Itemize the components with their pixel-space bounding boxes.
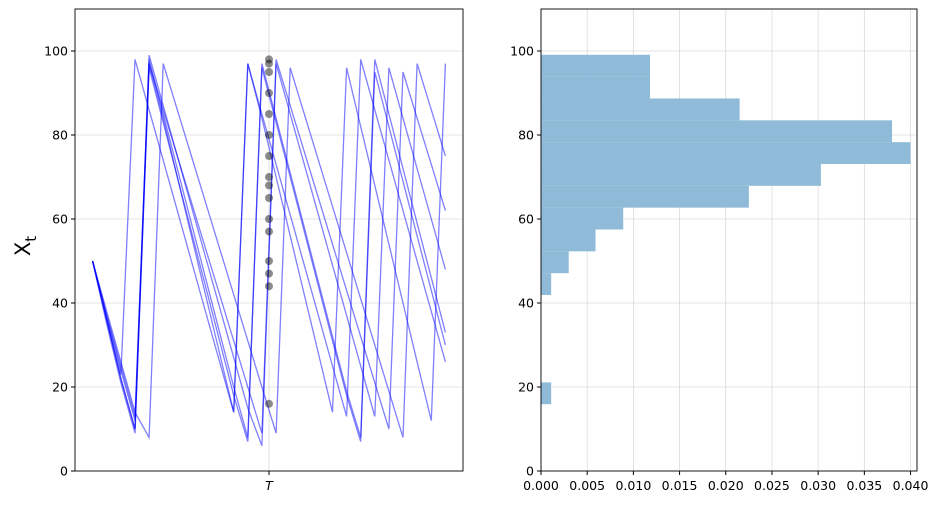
x-tick-label: 0.040 xyxy=(893,478,929,493)
series-line xyxy=(91,59,447,417)
histogram-bar xyxy=(541,207,624,230)
histogram-bar xyxy=(541,142,911,164)
x-tick-label: 0.025 xyxy=(754,478,790,493)
y-tick-label: 0 xyxy=(526,464,534,479)
point xyxy=(265,194,273,202)
point xyxy=(265,89,273,97)
histogram-bar xyxy=(541,382,552,405)
histogram-bar xyxy=(541,251,569,274)
histogram-bar xyxy=(541,98,740,121)
y-tick-label: 20 xyxy=(52,380,68,395)
y-tick-label: 40 xyxy=(52,296,68,311)
histogram-bar xyxy=(541,229,596,252)
histogram-bar xyxy=(541,120,893,143)
point xyxy=(265,152,273,160)
x-tick-label: T xyxy=(265,478,274,493)
y-label-base: X xyxy=(11,242,35,256)
x-tick-label: 0.015 xyxy=(662,478,698,493)
x-tick-label: 0.030 xyxy=(800,478,836,493)
series-line xyxy=(91,59,447,442)
point xyxy=(265,215,273,223)
series-line xyxy=(91,63,447,440)
y-tick-label: 60 xyxy=(52,212,68,227)
x-tick-label: 0.035 xyxy=(846,478,882,493)
point xyxy=(265,173,273,181)
x-tick-label: 0.010 xyxy=(615,478,651,493)
y-axis-label: Xt xyxy=(11,236,40,256)
point xyxy=(265,181,273,190)
point xyxy=(265,282,273,291)
histogram-bar xyxy=(541,273,552,296)
histogram-bar xyxy=(541,185,749,208)
axes-frame xyxy=(74,8,464,472)
y-tick-label: 100 xyxy=(44,44,68,59)
point xyxy=(265,269,273,278)
point xyxy=(265,110,273,118)
histogram-bar xyxy=(541,76,651,99)
y-tick-label: 80 xyxy=(518,128,534,143)
y-tick-label: 20 xyxy=(518,380,534,395)
series-line xyxy=(91,55,447,447)
x-tick-label: 0.005 xyxy=(569,478,605,493)
point xyxy=(265,227,273,236)
histogram-bar xyxy=(541,163,821,186)
y-tick-label: 100 xyxy=(510,44,534,59)
axes-frame xyxy=(540,8,918,472)
y-tick-label: 40 xyxy=(518,296,534,311)
point xyxy=(265,257,273,265)
x-tick-label: 0.020 xyxy=(708,478,744,493)
point xyxy=(265,59,273,68)
point xyxy=(265,131,273,139)
y-tick-label: 80 xyxy=(52,128,68,143)
point xyxy=(265,399,273,408)
histogram-bar xyxy=(541,54,651,77)
y-tick-label: 0 xyxy=(60,464,68,479)
x-tick-label: 0.000 xyxy=(523,478,559,493)
point xyxy=(265,68,273,76)
y-tick-label: 60 xyxy=(518,212,534,227)
y-label-subscript: t xyxy=(22,236,40,242)
point xyxy=(265,55,273,64)
